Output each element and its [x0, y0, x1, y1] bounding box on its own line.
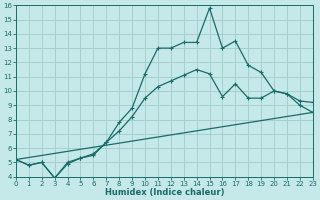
X-axis label: Humidex (Indice chaleur): Humidex (Indice chaleur)	[105, 188, 224, 197]
